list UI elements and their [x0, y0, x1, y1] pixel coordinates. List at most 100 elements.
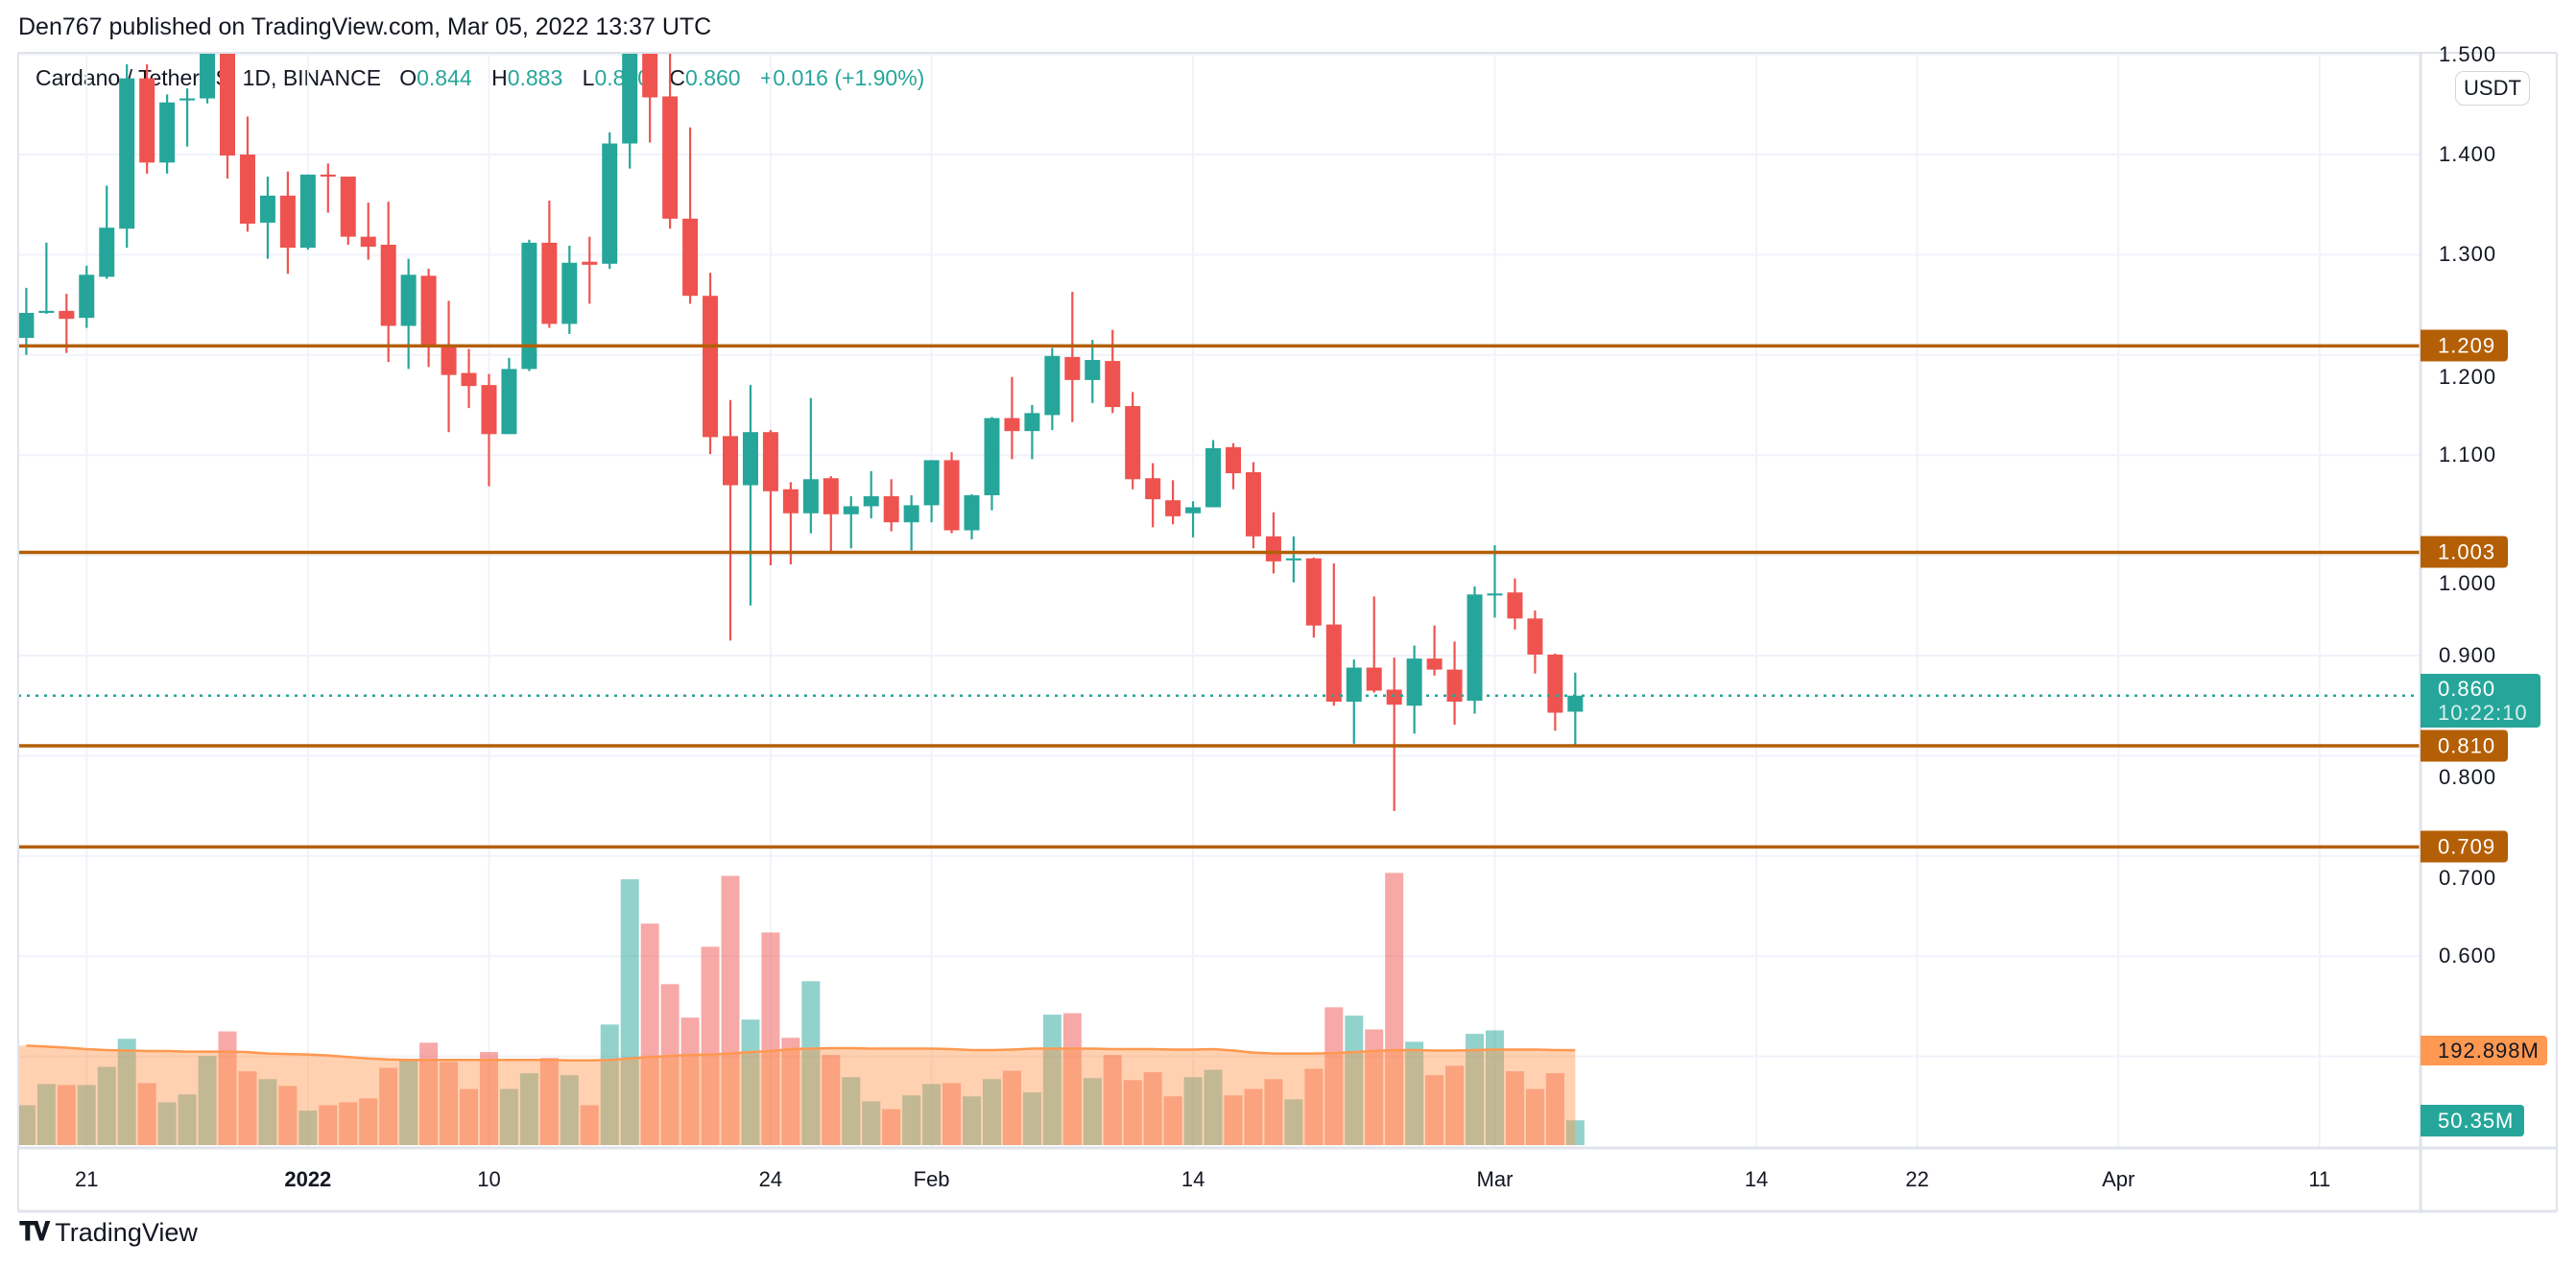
candle-body	[200, 53, 216, 99]
candle-body	[662, 96, 679, 219]
volume-ma-label: 192.898M	[2421, 1036, 2547, 1065]
candle-body	[1245, 471, 1261, 537]
candle	[59, 294, 75, 353]
candle-body	[59, 310, 75, 320]
volume-bar	[278, 1086, 298, 1145]
candle-body	[1406, 658, 1422, 706]
candle	[400, 258, 417, 370]
candle	[1145, 463, 1161, 528]
candle	[1085, 340, 1101, 403]
volume-bar	[117, 1039, 136, 1145]
volume-bar	[822, 1055, 841, 1145]
volume-bar	[1284, 1099, 1303, 1145]
candle-body	[400, 275, 417, 326]
candle-body	[1105, 361, 1121, 408]
candle	[1265, 512, 1281, 574]
volume-bar	[1062, 1013, 1082, 1145]
horizontal-levels[interactable]	[18, 344, 2421, 849]
candle-body	[1205, 447, 1222, 508]
candle-body	[461, 372, 477, 387]
candle	[1285, 536, 1301, 583]
candle-body	[320, 174, 336, 177]
candle	[1064, 292, 1081, 422]
volume-bar	[1466, 1034, 1485, 1145]
candle-body	[802, 479, 819, 514]
candle	[1165, 480, 1181, 525]
candle	[521, 239, 537, 371]
close-key: C	[669, 65, 686, 90]
volume-bar	[57, 1085, 76, 1145]
candle	[903, 494, 919, 551]
candle	[723, 399, 738, 641]
volume-bar	[1304, 1068, 1324, 1145]
volume-bar	[1042, 1015, 1061, 1145]
volume-bar	[157, 1102, 177, 1145]
volume-bar	[580, 1105, 599, 1145]
grid	[18, 53, 2421, 1148]
candle-body	[923, 460, 940, 506]
candle-body	[1547, 654, 1563, 713]
candle	[703, 273, 719, 455]
volume-bar	[419, 1042, 439, 1145]
candle	[1125, 392, 1141, 490]
candle-body	[1044, 355, 1061, 416]
candle-body	[441, 346, 457, 375]
candle-body	[703, 296, 719, 438]
candle-body	[1004, 418, 1020, 432]
candle-body	[18, 312, 35, 339]
volume-current-label: 50.35M	[2421, 1105, 2524, 1136]
volume-bar	[701, 946, 720, 1145]
open-value: 0.844	[417, 65, 472, 90]
volume-bar	[721, 875, 740, 1145]
time-tick-label: 24	[758, 1167, 783, 1191]
volume-bar	[198, 1056, 217, 1145]
candle-body	[420, 275, 437, 346]
candle	[762, 430, 778, 566]
volume-bar	[963, 1096, 982, 1145]
currency-button[interactable]: USDT	[2455, 71, 2530, 106]
tradingview-logo[interactable]: 𝐓𝐕 TradingView	[19, 1217, 198, 1248]
volume-bar	[1022, 1092, 1041, 1145]
candle-body	[159, 102, 176, 163]
volume-bar	[942, 1083, 962, 1145]
candle	[461, 348, 477, 409]
volume-bar	[660, 984, 680, 1145]
volume-bar	[258, 1079, 277, 1145]
candle-body	[943, 460, 960, 531]
volume-bar	[319, 1105, 338, 1145]
price-tick-label: 1.400	[2439, 142, 2497, 166]
candle	[1205, 440, 1222, 508]
volume-bar	[1002, 1070, 1021, 1145]
candle-body	[1185, 507, 1202, 514]
volume-bar	[1385, 873, 1404, 1145]
candle	[1406, 645, 1422, 734]
volume-bar	[178, 1094, 197, 1145]
candle	[139, 64, 155, 174]
volume-bar	[620, 879, 639, 1145]
candle-body	[38, 310, 55, 313]
pane-borders	[17, 52, 2558, 1213]
candle	[1386, 657, 1402, 811]
time-tick-label: Apr	[2102, 1167, 2135, 1191]
volume-bar	[1244, 1088, 1263, 1145]
price-tick-label: 1.100	[2439, 442, 2497, 467]
candle-body	[1265, 536, 1281, 562]
candle	[119, 64, 135, 249]
candle	[662, 53, 679, 229]
volume-bar	[1163, 1096, 1182, 1145]
candle	[682, 127, 699, 304]
price-tick-label: 0.700	[2439, 866, 2497, 891]
volume-bar	[1525, 1088, 1544, 1145]
candle	[441, 300, 457, 433]
volume-bar	[862, 1101, 881, 1145]
volume-bar	[1083, 1078, 1102, 1145]
volume-bar	[1324, 1007, 1344, 1145]
volume-bar	[137, 1083, 156, 1145]
candle	[220, 53, 235, 179]
candle-body	[622, 53, 638, 144]
high-key: H	[491, 65, 508, 90]
volume-ma-area	[18, 1045, 1576, 1145]
change-value: +0.016 (+1.90%)	[759, 65, 925, 90]
candle	[99, 185, 115, 279]
